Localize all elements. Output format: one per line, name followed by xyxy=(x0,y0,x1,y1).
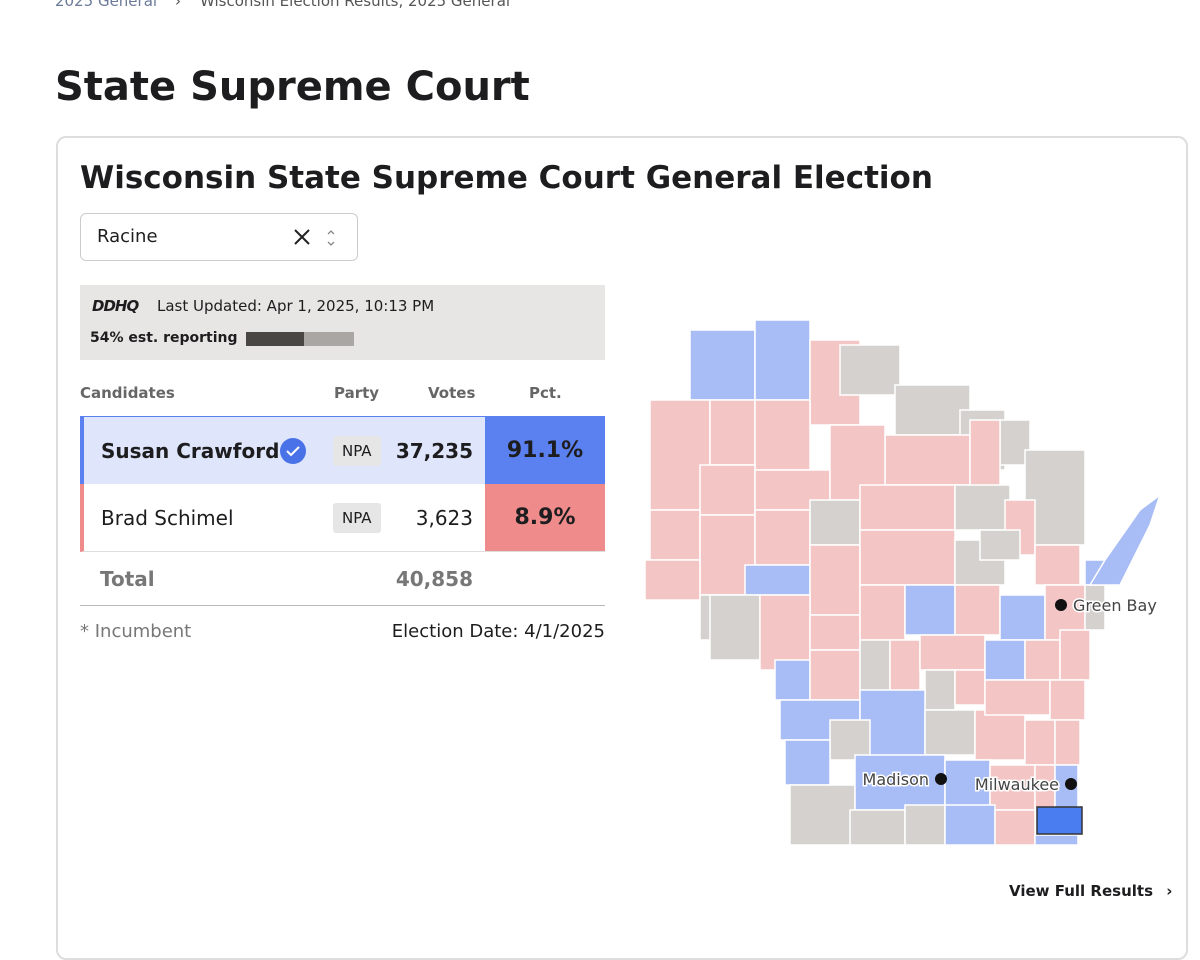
county xyxy=(944,804,996,846)
county xyxy=(924,669,956,711)
county xyxy=(754,509,811,566)
header: Candidates xyxy=(80,384,175,402)
county xyxy=(1034,544,1081,586)
county xyxy=(1034,834,1079,846)
county xyxy=(774,659,811,701)
county xyxy=(1054,719,1081,766)
county xyxy=(1049,679,1086,721)
votes: 3,623 xyxy=(415,506,473,530)
county xyxy=(809,649,861,701)
county xyxy=(854,754,946,811)
party: NPA xyxy=(333,436,381,466)
county xyxy=(904,584,956,636)
county xyxy=(789,784,856,846)
winner-check xyxy=(280,438,306,464)
county xyxy=(904,804,946,846)
county xyxy=(999,594,1046,641)
county xyxy=(849,809,906,846)
county xyxy=(759,594,811,671)
county xyxy=(709,594,761,661)
select-value: Racine xyxy=(97,226,158,247)
page: 2025 General › Wisconsin Election Result… xyxy=(55,0,1188,960)
breadcrumb-sep: › xyxy=(175,0,181,10)
city-label: Milwaukee xyxy=(975,775,1059,794)
county xyxy=(784,739,831,786)
county xyxy=(974,709,1026,761)
county xyxy=(829,719,871,761)
county xyxy=(1059,629,1091,681)
county xyxy=(944,759,991,811)
county xyxy=(859,689,926,761)
city-dot xyxy=(935,773,947,785)
divider xyxy=(80,605,605,606)
city-label: Green Bay xyxy=(1073,596,1157,615)
selected-county xyxy=(1036,806,1083,835)
county xyxy=(709,399,756,466)
party: NPA xyxy=(333,503,381,533)
view-full-results[interactable]: View Full Results › xyxy=(1009,882,1173,900)
candidate-name: Susan Crawford xyxy=(101,439,280,463)
candidate-row: Susan Crawford NPA 37,235 91.1% xyxy=(80,416,605,485)
county xyxy=(809,499,861,546)
county xyxy=(859,484,956,531)
county xyxy=(839,344,901,396)
county-select[interactable]: Racine xyxy=(80,213,358,261)
county xyxy=(954,584,1001,636)
header: Pct. xyxy=(529,384,562,402)
election-date: Election Date: 4/1/2025 xyxy=(391,621,605,642)
reporting-bar xyxy=(246,332,354,346)
county xyxy=(954,484,1011,531)
header: Votes xyxy=(428,384,476,402)
county xyxy=(809,544,861,616)
city-dot xyxy=(1055,599,1067,611)
county xyxy=(744,564,811,596)
total-label: Total xyxy=(100,567,155,591)
card-title: Wisconsin State Supreme Court General El… xyxy=(80,160,933,196)
city-dot xyxy=(1065,778,1077,790)
link-text[interactable]: View Full Results xyxy=(1009,882,1153,900)
county xyxy=(984,639,1026,681)
county xyxy=(994,809,1036,846)
county xyxy=(754,399,811,471)
breadcrumb-current: Wisconsin Election Results, 2025 General xyxy=(200,0,511,10)
reporting-label: 54% est. reporting xyxy=(90,330,238,346)
county xyxy=(884,434,971,486)
city-label: Madison xyxy=(863,770,929,789)
reporting-fill xyxy=(246,332,305,346)
county xyxy=(1024,639,1061,681)
pct-cell: 8.9% xyxy=(485,484,605,551)
page-title: State Supreme Court xyxy=(55,64,530,110)
footnote: * Incumbent xyxy=(80,621,192,642)
candidate-row: Brad Schimel NPA 3,623 8.9% xyxy=(80,484,605,552)
select-icons[interactable] xyxy=(293,228,343,248)
county xyxy=(644,559,701,601)
county-map: Green Bay Madison Milwaukee xyxy=(644,319,1162,846)
county xyxy=(979,529,1021,561)
county xyxy=(649,509,701,561)
total-votes: 40,858 xyxy=(395,567,473,591)
county xyxy=(699,464,756,516)
county xyxy=(859,584,906,641)
county xyxy=(954,669,986,706)
county xyxy=(984,679,1051,716)
county xyxy=(809,614,861,651)
header: Party xyxy=(334,384,380,402)
votes: 37,235 xyxy=(395,439,473,463)
county xyxy=(859,529,956,586)
county xyxy=(689,329,756,401)
breadcrumb-link[interactable]: 2025 General xyxy=(55,0,158,10)
pct-cell: 91.1% xyxy=(485,417,605,484)
info-box: DDHQ Last Updated: Apr 1, 2025, 10:13 PM… xyxy=(80,285,605,360)
county xyxy=(754,319,811,401)
candidate-name: Brad Schimel xyxy=(101,506,234,530)
county xyxy=(1088,492,1162,586)
county xyxy=(1024,719,1056,766)
county xyxy=(989,764,1036,811)
county xyxy=(924,709,976,756)
source-logo: DDHQ xyxy=(92,297,139,315)
county xyxy=(894,384,971,436)
last-updated: Last Updated: Apr 1, 2025, 10:13 PM xyxy=(157,297,435,315)
county xyxy=(919,634,986,671)
